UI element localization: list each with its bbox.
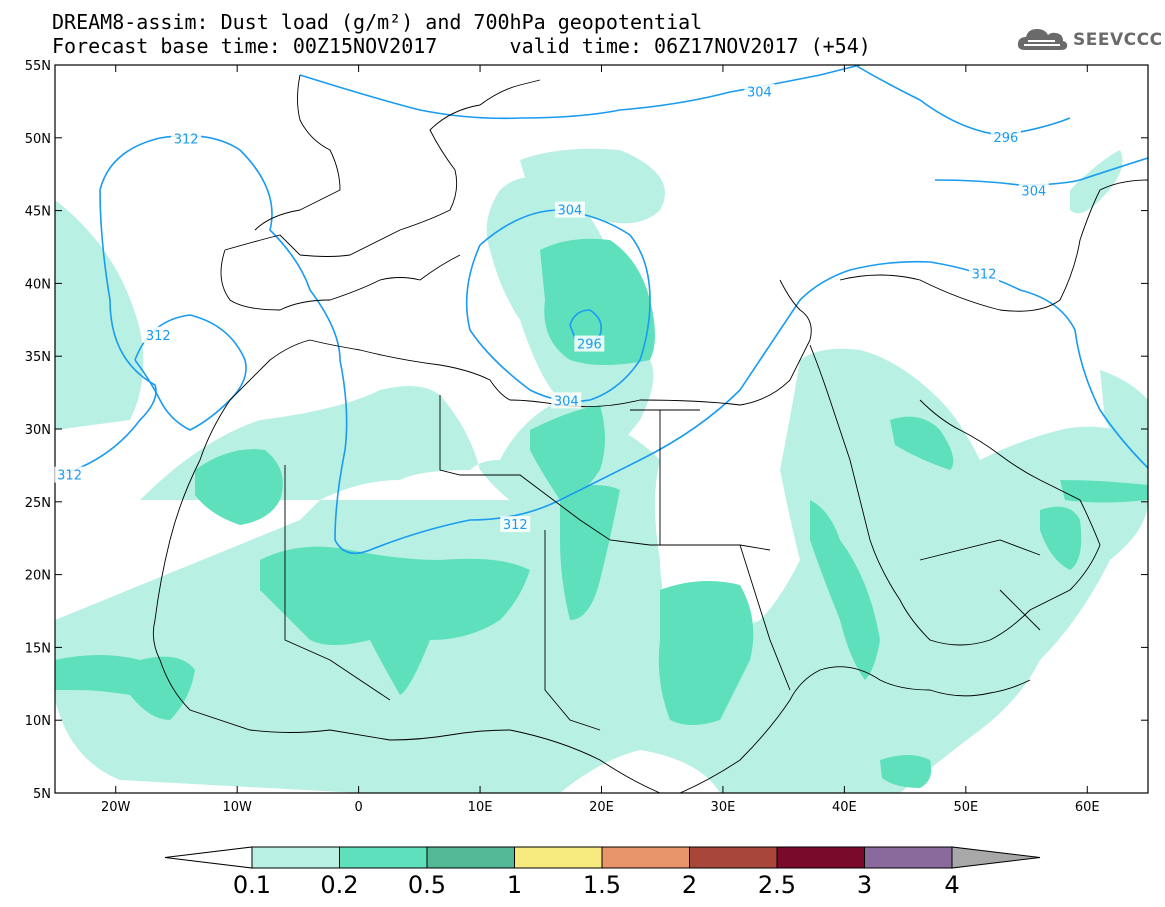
contour-label-bg: [1018, 182, 1049, 199]
lat-tick-label: 45N: [25, 205, 51, 220]
contour-label: 312: [57, 469, 82, 484]
contour-label-bg: [551, 392, 582, 409]
logo-text: SEEVCCC: [1073, 30, 1163, 50]
geopotential-contours: [59, 65, 1148, 555]
lat-tick-label: 35N: [25, 350, 51, 365]
contour-label-bg: [143, 326, 174, 343]
colorbar-label: 3: [857, 871, 872, 899]
dust-field-mid: [55, 238, 1148, 788]
colorbar-label: 0.5: [408, 871, 446, 899]
colorbar-over-triangle: [951, 846, 1041, 869]
coastlines-and-borders: [152, 74, 1148, 793]
lon-tick-label: 40E: [832, 800, 857, 815]
colorbar-label: 1: [507, 871, 522, 899]
lon-tick-label: 30E: [711, 800, 736, 815]
colorbar-swatch: [689, 846, 778, 869]
lat-tick-label: 25N: [25, 496, 51, 511]
lat-tick-label: 55N: [25, 59, 51, 74]
contour-label-bg: [990, 128, 1021, 145]
lat-tick-label: 10N: [25, 714, 51, 729]
lon-tick-label: 20E: [589, 800, 614, 815]
colorbar-swatch: [426, 846, 515, 869]
colorbar-label: 2.5: [758, 871, 796, 899]
contour-label: 312: [174, 132, 199, 147]
contour-label: 296: [577, 338, 602, 353]
colorbar-under-triangle: [164, 846, 253, 869]
colorbar-label: 0.1: [233, 871, 271, 899]
lat-tick-label: 15N: [25, 641, 51, 656]
colorbar-swatch: [776, 846, 865, 869]
lat-tick-label: 5N: [33, 787, 51, 802]
lon-tick-label: 20W: [101, 800, 131, 815]
colorbar-swatch: [864, 846, 953, 869]
contour-label-bg: [171, 130, 202, 147]
contour-label: 312: [146, 329, 171, 344]
map-subtitle: Forecast base time: 00Z15NOV2017 valid t…: [52, 34, 871, 58]
contour-label-bg: [969, 265, 1000, 282]
contour-label: 304: [554, 394, 579, 409]
colorbar-swatch: [514, 846, 603, 869]
lat-tick-label: 20N: [25, 569, 51, 584]
contour-label: 312: [503, 518, 528, 533]
contour-label: 304: [747, 86, 772, 101]
lat-tick-label: 50N: [25, 132, 51, 147]
contour-label: 296: [993, 131, 1018, 146]
contour-label: 312: [972, 268, 997, 283]
lon-tick-label: 0: [354, 800, 362, 815]
lat-tick-label: 40N: [25, 277, 51, 292]
axis-ticks: [55, 64, 1148, 794]
lon-tick-label: 10W: [222, 800, 252, 815]
contour-label: 304: [558, 204, 583, 219]
cloud-logo-icon: [1017, 29, 1068, 50]
colorbar: 0.1 0.2 0.5 1 1.5 2 2.5 3 4: [164, 846, 1041, 899]
colorbar-label: 2: [682, 871, 697, 899]
lon-tick-label: 50E: [953, 800, 978, 815]
colorbar-label: 4: [944, 871, 959, 899]
colorbar-label: 1.5: [583, 871, 621, 899]
map-title: DREAM8-assim: Dust load (g/m²) and 700hP…: [52, 10, 703, 34]
lat-tick-label: 30N: [25, 423, 51, 438]
axis-tick-labels: 20W 10W 0 10E 20E 30E 40E 50E 60E 55N 50N 45N 40N 35N…: [25, 59, 1100, 815]
contour-label-bg: [54, 466, 85, 483]
lon-tick-label: 10E: [468, 800, 493, 815]
colorbar-swatch: [251, 846, 340, 869]
contour-labels: 312 312 312 304 296 304 312 312 304 296 304: [54, 83, 1049, 533]
contour-label: 304: [1021, 185, 1046, 200]
contour-label-bg: [744, 83, 775, 100]
lon-tick-label: 60E: [1075, 800, 1100, 815]
contour-label-bg: [500, 516, 531, 533]
colorbar-swatch: [339, 846, 428, 869]
colorbar-label: 0.2: [320, 871, 358, 899]
contour-label-bg: [554, 201, 585, 218]
seevccc-logo: SEEVCCC: [1015, 24, 1163, 56]
contour-label-bg: [574, 335, 605, 352]
colorbar-swatch: [601, 846, 690, 869]
